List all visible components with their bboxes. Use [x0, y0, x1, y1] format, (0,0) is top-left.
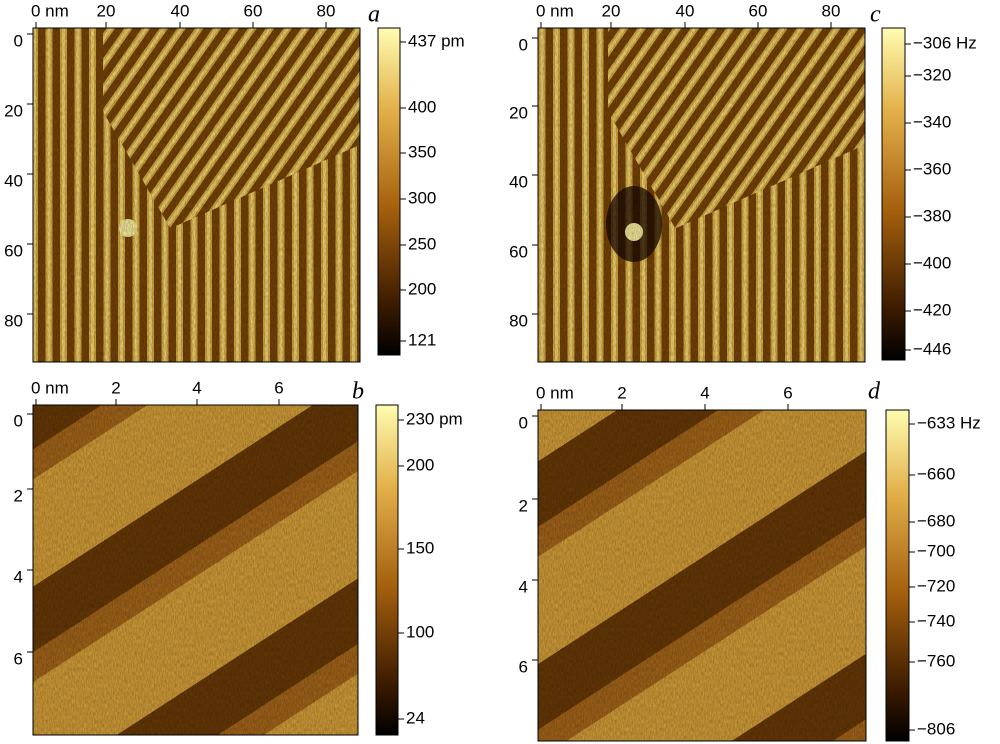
scan-image [538, 410, 866, 741]
x-tick-label: 20 [97, 1, 116, 20]
y-tick-label: 40 [509, 172, 528, 191]
colorbar-label: −340 [913, 112, 951, 131]
x-tick-label: 40 [171, 1, 190, 20]
panel-letter: a [368, 2, 380, 28]
x-tick-label: 80 [822, 1, 841, 20]
colorbar-label: −446 [913, 339, 951, 358]
y-tick-label: 0 [519, 413, 528, 432]
colorbar-label: −400 [913, 253, 951, 272]
y-tick-label: 2 [519, 496, 528, 515]
y-tick-label: 0 [14, 31, 23, 50]
x-tick-label: 0 nm [31, 1, 69, 20]
colorbar-label: 400 [408, 97, 436, 116]
y-tick-label: 4 [14, 567, 23, 586]
scan-image [538, 28, 865, 362]
y-tick-label: 20 [509, 103, 528, 122]
x-tick-label: 4 [700, 383, 709, 402]
y-tick-label: 40 [4, 171, 23, 190]
x-tick-label: 40 [676, 1, 695, 20]
frame [537, 409, 867, 742]
panel: 0 nm 2 4 6 0 2 4 6 −633 Hz −660 −680 −700 −720 −740 −7… [519, 379, 981, 742]
colorbar-label: −740 [917, 611, 955, 630]
colorbar-label: −806 [917, 719, 955, 738]
colorbar-label: 121 [408, 330, 436, 349]
colorbar-label: 200 [406, 455, 434, 474]
colorbar-label: −420 [913, 300, 951, 319]
noise [538, 28, 865, 362]
panel: 0 nm 20 40 60 80 0 20 40 60 80 437 pm 400 350 300 250 2… [4, 1, 465, 363]
colorbar-label: −680 [917, 511, 955, 530]
colorbar-label: −660 [917, 464, 955, 483]
colorbar-label: 300 [408, 188, 436, 207]
x-tick-label: 0 nm [31, 378, 69, 397]
colorbar [881, 27, 906, 361]
frame [537, 27, 866, 363]
y-tick-label: 60 [509, 242, 528, 261]
y-tick-label: 4 [519, 577, 528, 596]
x-tick-label: 6 [274, 378, 283, 397]
y-tick-label: 6 [14, 649, 23, 668]
x-tick-label: 0 nm [536, 1, 574, 20]
colorbar-label: 200 [408, 279, 436, 298]
colorbar-label: 230 pm [406, 409, 463, 428]
colorbar-label: 100 [406, 622, 434, 641]
panel-letter: b [352, 379, 364, 405]
panel: 0 nm 20 40 60 80 0 20 40 60 80 −306 Hz −320 −340 −360… [509, 1, 977, 363]
colorbar [885, 409, 910, 742]
colorbar-label: −360 [913, 159, 951, 178]
y-tick-label: 6 [519, 657, 528, 676]
colorbar-label: 250 [408, 234, 436, 253]
y-tick-label: 0 [14, 411, 23, 430]
colorbar-label: −320 [913, 65, 951, 84]
panel-letter: c [870, 2, 881, 28]
colorbar [377, 27, 401, 356]
y-tick-label: 20 [4, 101, 23, 120]
noise [538, 410, 866, 741]
y-tick-label: 60 [4, 241, 23, 260]
x-tick-label: 6 [783, 383, 792, 402]
colorbar-label: −380 [913, 206, 951, 225]
colorbar-label: 24 [406, 708, 425, 727]
colorbar-label: 350 [408, 142, 436, 161]
scan-image [33, 405, 358, 735]
colorbar-label: 437 pm [408, 31, 465, 50]
colorbar-label: −306 Hz [913, 33, 977, 52]
x-tick-label: 0 nm [536, 383, 574, 402]
x-tick-label: 4 [192, 378, 201, 397]
colorbar [375, 404, 399, 736]
noise [33, 405, 358, 735]
scan-image [33, 28, 360, 362]
colorbar-label: 150 [406, 538, 434, 557]
y-tick-label: 80 [509, 311, 528, 330]
x-tick-label: 2 [111, 378, 120, 397]
x-tick-label: 20 [602, 1, 621, 20]
panel-letter: d [868, 379, 881, 405]
colorbar-label: −633 Hz [917, 413, 981, 432]
frame [32, 27, 361, 363]
y-tick-label: 80 [4, 311, 23, 330]
noise [33, 28, 360, 362]
x-tick-label: 2 [617, 383, 626, 402]
colorbar-label: −760 [917, 651, 955, 670]
x-tick-label: 60 [749, 1, 768, 20]
x-tick-label: 60 [244, 1, 263, 20]
colorbar-label: −700 [917, 541, 955, 560]
x-tick-label: 80 [317, 1, 336, 20]
colorbar-label: −720 [917, 576, 955, 595]
y-tick-label: 2 [14, 486, 23, 505]
y-tick-label: 0 [519, 35, 528, 54]
